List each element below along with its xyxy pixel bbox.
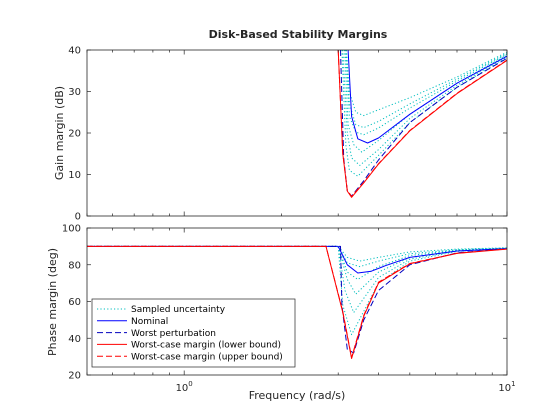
- gain-series-sampled-2: [345, 50, 507, 136]
- frequency-xlabel: Frequency (rad/s): [249, 389, 346, 402]
- gain-series-upper-bound-9: [337, 50, 507, 197]
- gain-margin-axes-box: [86, 49, 508, 217]
- gain-margin-ylabel: Gain margin (dB): [53, 86, 66, 180]
- gain-ytick-label: 40: [68, 46, 81, 57]
- gain-series-sampled-5: [341, 50, 507, 177]
- gain-ytick-label: 10: [68, 170, 81, 181]
- phase-series-upper-bound-9: [87, 245, 507, 358]
- gain-series-sampled-1: [345, 50, 507, 129]
- phase-series-sampled-4: [87, 245, 507, 313]
- phase-xtick-label: 100: [176, 380, 193, 394]
- legend: Sampled uncertainty Nominal Worst perturba…: [91, 298, 296, 368]
- phase-margin-axes-box: [86, 227, 508, 376]
- phase-series-sampled-1: [87, 245, 507, 268]
- gain-margin-series: [337, 50, 507, 198]
- phase-series-nominal-6: [87, 245, 507, 274]
- gain-ytick-label: 30: [68, 87, 81, 98]
- phase-ytick-label: 80: [68, 260, 81, 271]
- figure-title: Disk-Based Stability Margins: [209, 28, 388, 41]
- phase-margin-series: [87, 245, 507, 359]
- phase-ytick-label: 60: [68, 297, 81, 308]
- gain-margin-axes: 0 10 20 30 40 Gain margin (dB): [53, 46, 508, 223]
- gain-ytick-label: 20: [68, 129, 81, 140]
- phase-ytick-label: 40: [68, 334, 81, 345]
- phase-xtick-label: 101: [498, 380, 515, 394]
- phase-margin-ylabel: Phase margin (deg): [46, 248, 59, 356]
- gain-ytick-label: 0: [75, 212, 81, 223]
- legend-label-0: Sampled uncertainty: [131, 305, 226, 315]
- gain-series-nominal-6: [347, 50, 507, 144]
- legend-label-3: Worst-case margin (lower bound): [131, 341, 281, 351]
- legend-label-1: Nominal: [131, 317, 168, 327]
- phase-ytick-label: 100: [62, 224, 81, 235]
- legend-label-4: Worst-case margin (upper bound): [131, 352, 283, 362]
- phase-ytick-label: 20: [68, 371, 81, 382]
- legend-label-2: Worst perturbation: [131, 329, 216, 339]
